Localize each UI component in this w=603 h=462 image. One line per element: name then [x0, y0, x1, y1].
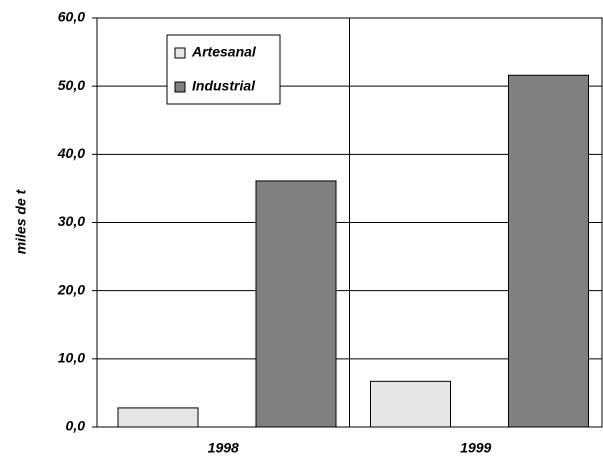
legend-label: Artesanal — [191, 44, 257, 60]
legend-swatch — [174, 47, 186, 59]
legend-swatch — [174, 81, 186, 93]
legend-label: Industrial — [192, 78, 256, 94]
y-tick-label: 40,0 — [57, 145, 85, 161]
y-tick-label: 60,0 — [58, 9, 85, 25]
bar — [255, 180, 337, 428]
y-tick-label: 30,0 — [58, 213, 85, 229]
y-tick-label: 10,0 — [58, 350, 85, 366]
bar — [370, 380, 451, 428]
x-tick-label: 1999 — [460, 440, 491, 456]
plot-frame — [96, 17, 603, 428]
y-tick-label: 50,0 — [58, 77, 85, 93]
bar — [508, 74, 589, 428]
y-tick-label: 0,0 — [66, 418, 86, 434]
y-axis-label: miles de t — [13, 188, 29, 254]
legend-box — [166, 34, 281, 105]
x-tick-label: 1998 — [208, 440, 239, 456]
bar — [117, 407, 199, 428]
y-tick-label: 20,0 — [57, 281, 85, 297]
